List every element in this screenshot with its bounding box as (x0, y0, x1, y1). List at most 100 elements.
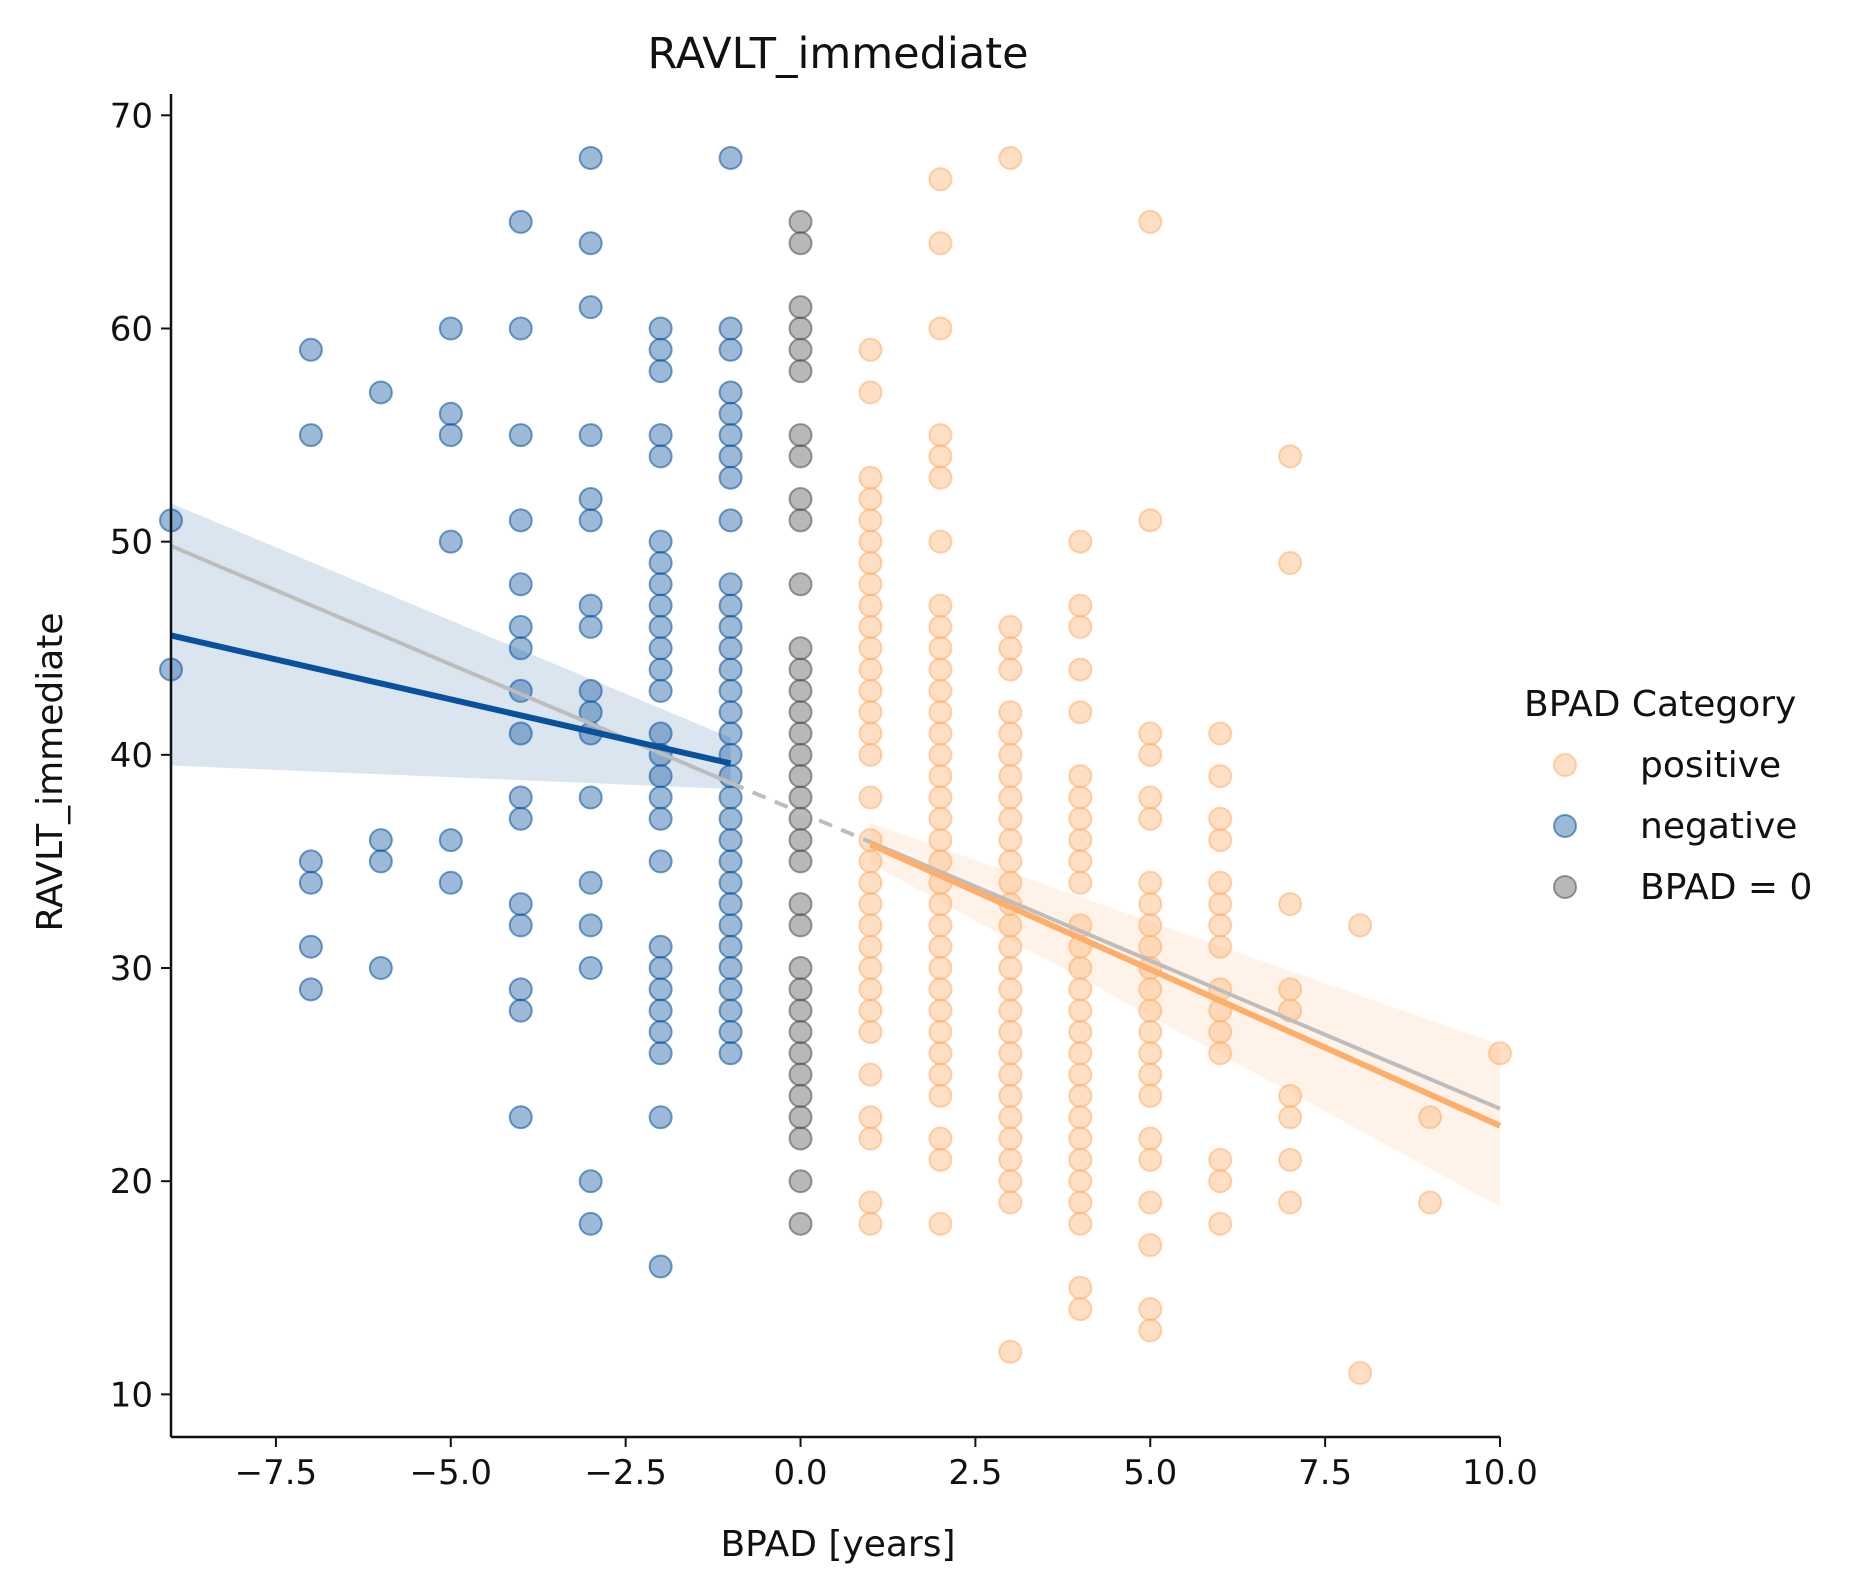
data-point (578, 508, 603, 533)
data-point (1068, 1147, 1093, 1172)
data-point (578, 423, 603, 448)
data-point (368, 849, 393, 874)
data-point (718, 913, 743, 938)
data-point (508, 721, 533, 746)
legend-label: negative (1640, 806, 1797, 847)
data-point (1068, 593, 1093, 618)
data-point (928, 678, 953, 703)
data-point (998, 1190, 1023, 1215)
data-point (928, 1126, 953, 1151)
data-point (998, 870, 1023, 895)
data-point (1068, 806, 1093, 831)
data-point (578, 295, 603, 320)
data-point (648, 1105, 673, 1130)
data-point (1138, 1062, 1163, 1087)
data-point (1418, 1190, 1443, 1215)
data-point (1208, 764, 1233, 789)
data-point (1138, 934, 1163, 959)
data-point (788, 572, 813, 597)
data-point (1068, 956, 1093, 981)
data-point (788, 721, 813, 746)
data-point (1068, 657, 1093, 682)
data-point (998, 1105, 1023, 1130)
data-point (718, 998, 743, 1023)
data-point (788, 1169, 813, 1194)
data-point (858, 870, 883, 895)
data-point (998, 700, 1023, 725)
data-point (438, 529, 463, 554)
data-point (998, 849, 1023, 874)
data-point (648, 614, 673, 639)
data-point (928, 721, 953, 746)
data-point (788, 913, 813, 938)
data-point (788, 444, 813, 469)
legend: BPAD Category positive negative BPAD = 0 (1524, 684, 1812, 908)
data-point (1208, 913, 1233, 938)
confidence-band (870, 823, 1500, 1207)
data-point (1348, 1361, 1373, 1386)
data-point (1068, 1105, 1093, 1130)
data-point (1068, 1019, 1093, 1044)
data-point (1068, 1297, 1093, 1322)
data-point (648, 423, 673, 448)
data-point (718, 956, 743, 981)
data-point (928, 764, 953, 789)
data-point (508, 636, 533, 661)
data-point (788, 1105, 813, 1130)
data-point (858, 913, 883, 938)
data-point (858, 700, 883, 725)
chart-title: RAVLT_immediate (647, 29, 1028, 79)
data-point (1138, 1041, 1163, 1066)
data-point (858, 678, 883, 703)
data-point (1208, 828, 1233, 853)
data-point (578, 487, 603, 512)
data-point (1208, 1211, 1233, 1236)
data-point (578, 913, 603, 938)
data-point (718, 892, 743, 917)
data-point (718, 636, 743, 661)
data-point (1138, 892, 1163, 917)
data-point (648, 934, 673, 959)
data-point (998, 145, 1023, 170)
data-point (998, 934, 1023, 959)
data-point (1278, 444, 1303, 469)
legend-label: positive (1640, 745, 1781, 786)
data-point (718, 145, 743, 170)
data-point (508, 1105, 533, 1130)
data-point (1208, 870, 1233, 895)
data-point (858, 1062, 883, 1087)
data-point (1418, 1105, 1443, 1130)
data-point (1208, 1041, 1233, 1066)
data-point (1068, 870, 1093, 895)
data-point (718, 700, 743, 725)
data-point (1068, 998, 1093, 1023)
data-point (718, 870, 743, 895)
data-point (998, 1126, 1023, 1151)
data-point (788, 828, 813, 853)
data-point (718, 849, 743, 874)
data-point (718, 401, 743, 426)
data-point (858, 892, 883, 917)
data-point (1138, 1318, 1163, 1343)
data-point (508, 977, 533, 1002)
data-point (928, 977, 953, 1002)
data-point (788, 1211, 813, 1236)
data-point (578, 1169, 603, 1194)
data-point (928, 636, 953, 661)
data-point (1208, 1147, 1233, 1172)
legend-marker (1553, 875, 1577, 899)
data-point (928, 465, 953, 490)
y-axis-label: RAVLT_immediate (30, 612, 71, 931)
data-point (368, 956, 393, 981)
data-point (1138, 913, 1163, 938)
data-point (718, 977, 743, 1002)
legend-label: BPAD = 0 (1640, 867, 1812, 908)
data-point (998, 1169, 1023, 1194)
data-point (928, 892, 953, 917)
data-point (1208, 1019, 1233, 1044)
data-point (648, 1019, 673, 1044)
data-point (788, 892, 813, 917)
x-tick-label: 2.5 (948, 1453, 1002, 1493)
data-point (858, 1126, 883, 1151)
data-point (998, 657, 1023, 682)
